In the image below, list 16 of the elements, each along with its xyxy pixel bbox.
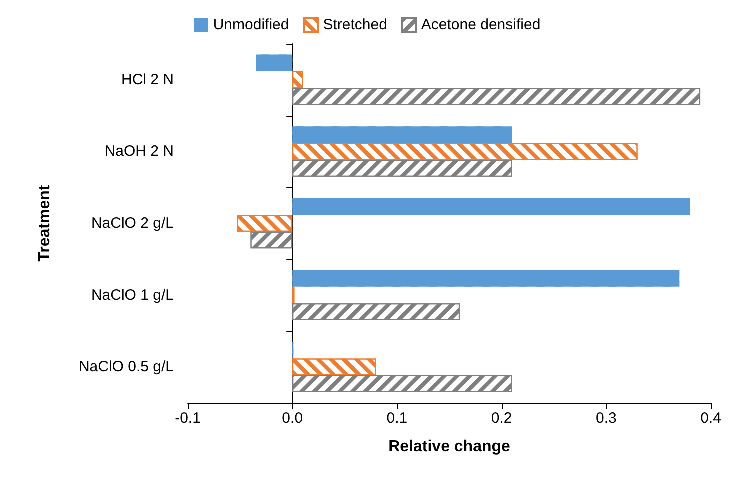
y-axis-title: Treatment	[36, 184, 54, 262]
y-tick-label: NaOH 2 N	[104, 143, 174, 160]
x-axis-title: Relative change	[388, 438, 511, 456]
x-tick-label: 0.2	[491, 410, 512, 427]
x-tick-label: 0.4	[700, 410, 722, 427]
y-tick-label: NaClO 1 g/L	[91, 286, 174, 304]
y-tick-label: NaClO 2 g/L	[91, 215, 174, 232]
x-tick-label: -0.1	[175, 410, 201, 427]
x-tick-label: 0.1	[386, 410, 408, 427]
legend-label: Stretched	[323, 16, 388, 34]
x-tick-label: 0.3	[596, 410, 617, 427]
legend-label: Acetone densified	[421, 16, 541, 34]
y-tick-label: HCl 2 N	[121, 71, 174, 88]
y-tick-label: NaClO 0.5 g/L	[78, 358, 174, 376]
x-tick-label: 0.0	[282, 410, 304, 427]
legend-label: Unmodified	[213, 16, 290, 34]
